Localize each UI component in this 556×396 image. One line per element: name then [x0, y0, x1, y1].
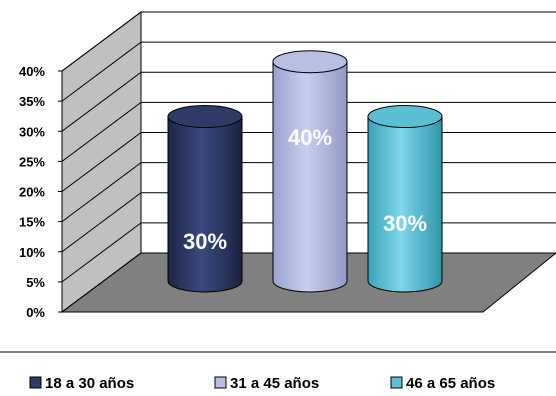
- y-tick-label: 35%: [19, 94, 45, 109]
- legend: 18 a 30 años 31 a 45 años 46 a 65 años: [29, 375, 495, 392]
- bar-top: [367, 105, 443, 129]
- legend-swatch: [29, 376, 42, 389]
- bars: 30% 40% 30%: [167, 50, 443, 293]
- legend-swatch: [390, 376, 403, 389]
- gridline-side: [61, 71, 142, 132]
- data-label: 40%: [288, 125, 332, 150]
- legend-label: 46 a 65 años: [406, 375, 495, 392]
- bar-body: [272, 61, 348, 293]
- y-tick-label: 30%: [19, 124, 45, 139]
- y-tick-label: 5%: [26, 275, 45, 290]
- data-label: 30%: [383, 211, 427, 236]
- data-label: 30%: [183, 229, 227, 254]
- gridline-side: [61, 162, 142, 223]
- y-tick-label: 25%: [19, 154, 45, 169]
- bar-top: [167, 105, 243, 129]
- y-tick-label: 20%: [19, 185, 45, 200]
- gridline-side: [61, 132, 142, 192]
- y-tick-label: 40%: [19, 64, 45, 79]
- gridline-side: [61, 222, 142, 283]
- gridline-side: [61, 192, 142, 253]
- gridline-side: [61, 11, 142, 72]
- y-tick-label: 10%: [19, 245, 45, 260]
- legend-label: 31 a 45 años: [230, 375, 319, 392]
- bar-1: 40%: [272, 50, 348, 293]
- gridline-side: [61, 41, 142, 102]
- legend-item: 31 a 45 años: [214, 375, 319, 392]
- bar-body: [167, 116, 243, 293]
- legend-label: 18 a 30 años: [45, 375, 134, 392]
- bar-0: 30%: [167, 105, 243, 293]
- legend-item: 18 a 30 años: [29, 375, 134, 392]
- gridline-side: [61, 252, 142, 313]
- legend-swatch: [214, 376, 227, 389]
- legend-item: 46 a 65 años: [390, 375, 495, 392]
- gridline-side: [61, 101, 142, 162]
- y-tick-label: 15%: [19, 215, 45, 230]
- bar-2: 30%: [367, 105, 443, 293]
- y-axis-ticks: 0% 5% 10% 15% 20% 25% 30% 35% 40%: [19, 64, 62, 320]
- bar-body: [367, 116, 443, 293]
- bar-top: [272, 50, 348, 74]
- y-tick-label: 0%: [26, 305, 45, 320]
